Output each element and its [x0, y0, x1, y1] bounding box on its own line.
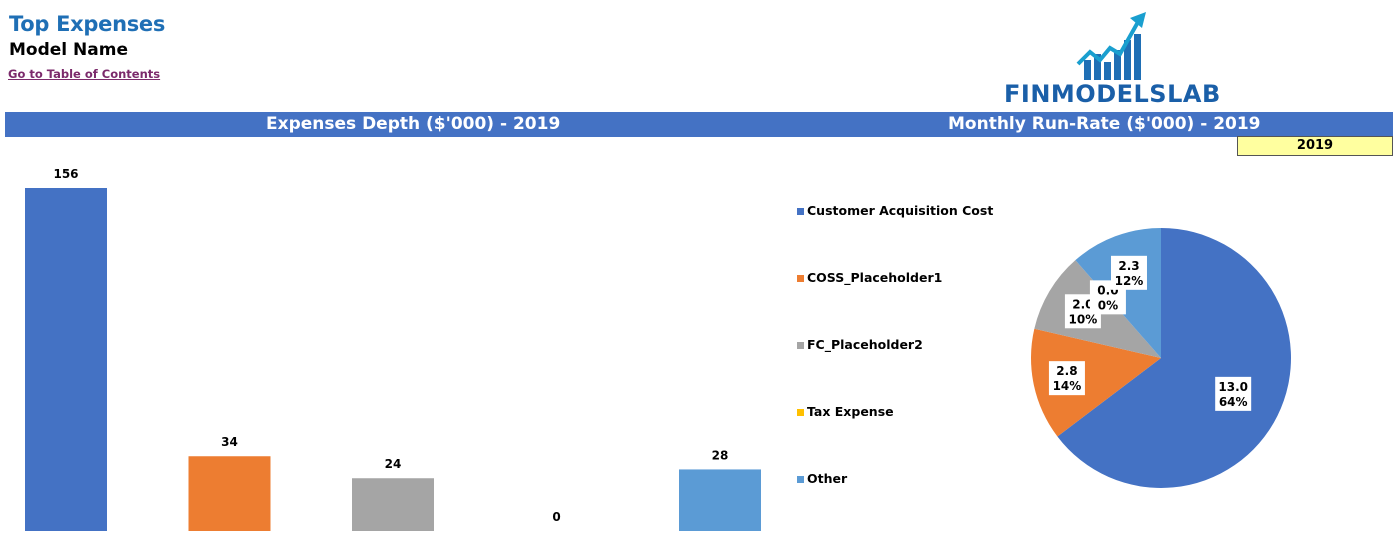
pie-slice-3 [1034, 260, 1161, 358]
bar-value-label-2: 34 [221, 435, 238, 449]
legend-swatch-4 [797, 409, 804, 416]
pie-percent-label: 14% [1053, 379, 1082, 393]
pie-label-box [1064, 294, 1101, 329]
pie-percent-label: 0% [1098, 298, 1118, 312]
pie-slice-2 [1030, 328, 1161, 437]
bar-2 [188, 456, 271, 531]
table-of-contents-link[interactable]: Go to Table of Contents [8, 67, 161, 81]
legend-swatch-5 [797, 476, 804, 483]
pie-value-label: 2.8 [1056, 364, 1077, 378]
pie-value-label: 13.0 [1218, 380, 1248, 394]
pie-label-box [1215, 376, 1252, 411]
bar-value-label-1: 156 [53, 167, 78, 181]
bar-5 [679, 469, 761, 531]
legend-label-1: Customer Acquisition Cost [807, 203, 993, 218]
pie-label-box [1048, 361, 1085, 396]
pie-data-label-4: 0.00% [1089, 280, 1126, 315]
pie-slice-1 [1057, 228, 1291, 488]
bar-3 [352, 478, 434, 531]
legend-swatch-2 [797, 275, 804, 282]
pie-chart-title: Monthly Run-Rate ($'000) - 2019 [948, 114, 1261, 134]
legend-label-4: Tax Expense [807, 404, 894, 419]
legend-label-5: Other [807, 471, 848, 486]
pie-percent-label: 10% [1069, 312, 1098, 326]
legend-swatch-3 [797, 342, 804, 349]
pie-data-label-3: 2.010% [1064, 294, 1101, 329]
pie-slice-5 [1075, 228, 1161, 358]
pie-label-box [1110, 255, 1147, 290]
pie-label-box [1089, 280, 1126, 315]
pie-value-label: 2.3 [1118, 259, 1139, 273]
pie-value-label: 2.0 [1072, 297, 1093, 311]
bar-value-label-4: 0 [552, 510, 560, 524]
section-header-bar [5, 112, 1393, 137]
legend-swatch-1 [797, 208, 804, 215]
pie-data-label-5: 2.312% [1110, 255, 1147, 290]
logo-graph-icon [1076, 12, 1146, 80]
pie-percent-label: 64% [1219, 395, 1248, 409]
year-badge: 2019 [1237, 136, 1393, 156]
bar-value-label-5: 28 [712, 448, 729, 462]
pie-value-label: 0.0 [1097, 283, 1118, 297]
bar-chart: 156 34 24 0 28 [25, 167, 761, 531]
pie-data-label-1: 13.064% [1215, 376, 1252, 411]
model-name: Model Name [9, 40, 128, 60]
finmodelslab-logo: FINMODELSLAB [1004, 10, 1244, 110]
pie-data-label-2: 2.814% [1048, 361, 1085, 396]
pie-percent-label: 12% [1115, 274, 1144, 288]
bar-value-label-3: 24 [385, 457, 402, 471]
bar-chart-title: Expenses Depth ($'000) - 2019 [266, 114, 561, 134]
bar-1 [25, 188, 107, 531]
page-title: Top Expenses [9, 12, 166, 36]
legend-label-2: COSS_Placeholder1 [807, 270, 942, 286]
legend-label-3: FC_Placeholder2 [807, 337, 923, 353]
logo-text: FINMODELSLAB [1004, 80, 1221, 108]
